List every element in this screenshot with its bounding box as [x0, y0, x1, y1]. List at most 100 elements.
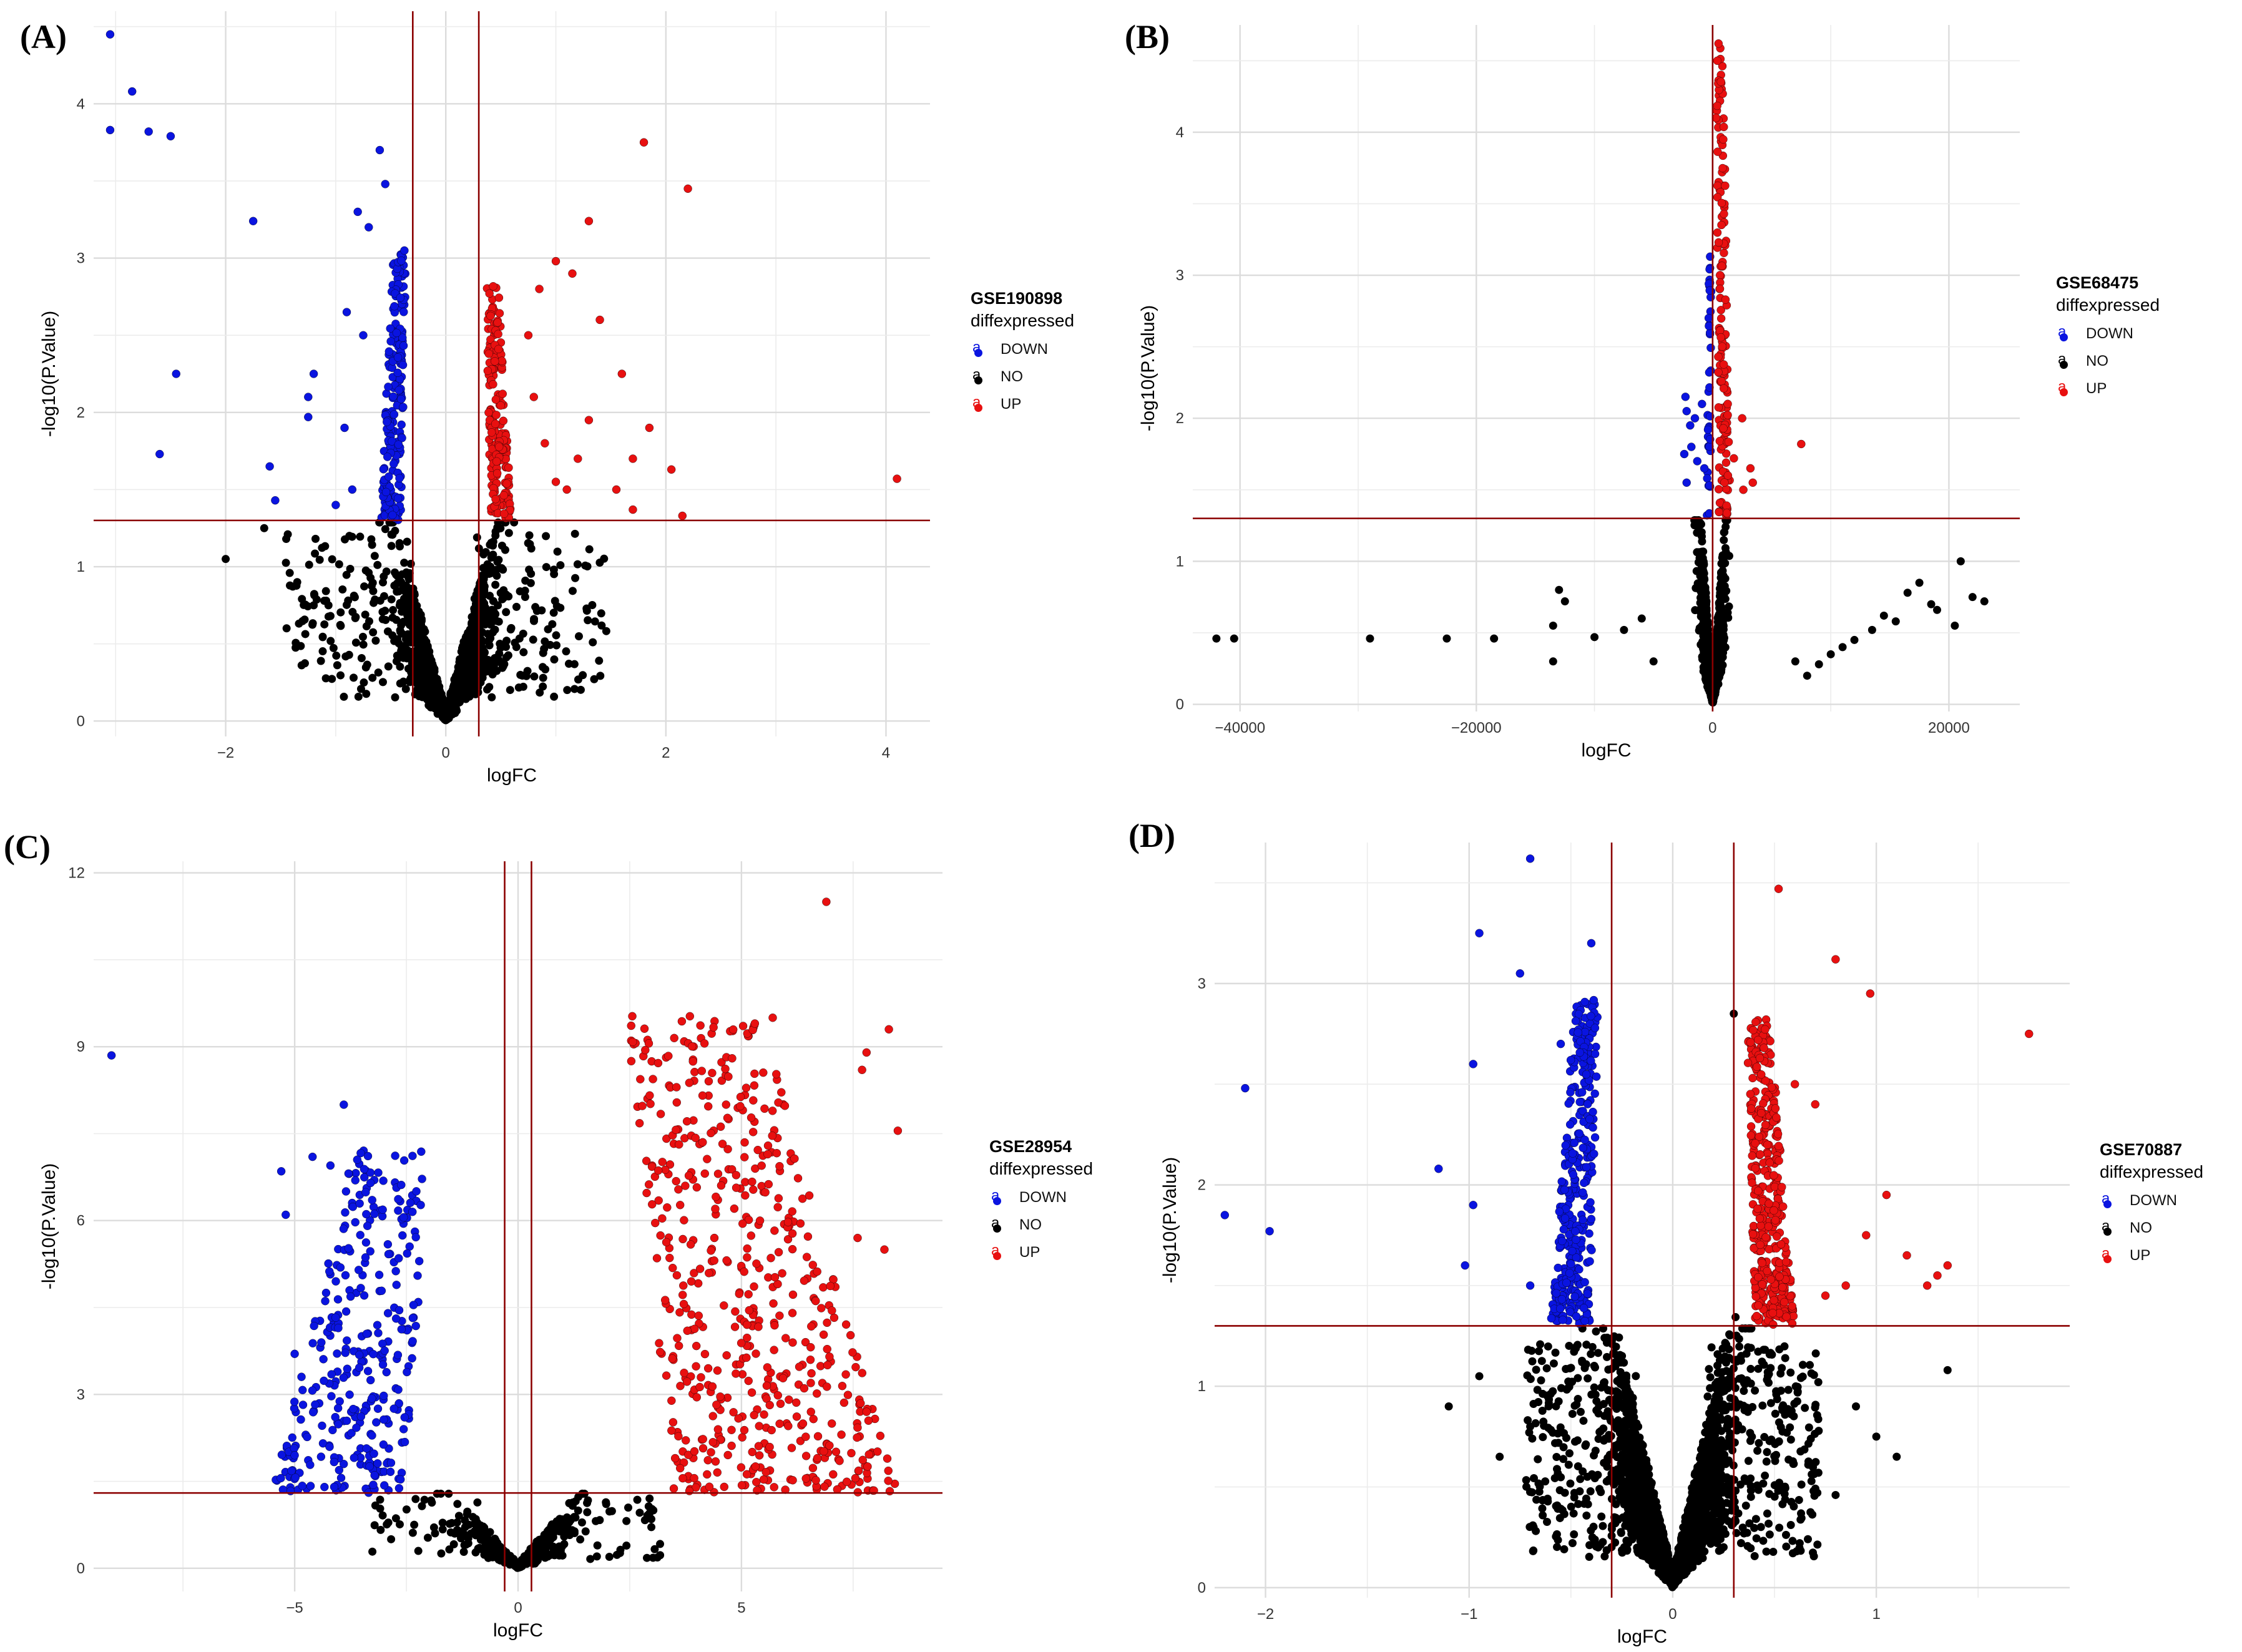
point-up	[686, 1240, 695, 1249]
point-down	[398, 1231, 407, 1240]
point-no	[479, 1522, 487, 1531]
point-no	[649, 1553, 657, 1562]
point-down	[379, 1176, 388, 1185]
point-up	[690, 1269, 698, 1278]
point-no	[457, 1534, 466, 1543]
x-tick-label: 0	[442, 745, 450, 761]
point-no	[549, 609, 558, 617]
point-no	[379, 578, 388, 587]
point-no	[1933, 605, 1941, 614]
point-down	[356, 1284, 365, 1293]
point-no	[486, 614, 495, 623]
point-no	[461, 675, 470, 684]
point-down	[379, 1391, 388, 1400]
point-down	[1698, 399, 1706, 408]
point-down	[344, 1169, 353, 1178]
point-up	[502, 479, 511, 488]
point-no	[282, 624, 291, 633]
point-no	[367, 535, 376, 544]
point-down	[316, 1452, 326, 1461]
point-down	[397, 420, 406, 429]
point-up	[690, 1474, 698, 1483]
legend-key-down-icon: a	[971, 339, 987, 358]
point-down	[392, 328, 401, 338]
point-up	[678, 1291, 687, 1299]
y-tick-label: 0	[1176, 696, 1184, 713]
point-down	[393, 368, 402, 378]
point-no	[336, 620, 345, 629]
point-no	[497, 541, 506, 550]
point-no	[350, 593, 359, 602]
point-down	[287, 1466, 296, 1475]
point-no	[529, 635, 537, 644]
point-no	[342, 570, 351, 579]
point-no	[1713, 669, 1722, 678]
point-no	[510, 1560, 519, 1568]
point-down	[318, 1439, 328, 1448]
point-down	[334, 1420, 343, 1429]
point-up	[801, 1452, 811, 1460]
point-no	[368, 1547, 377, 1556]
point-no	[402, 599, 411, 607]
point-up	[629, 454, 637, 463]
point-no	[529, 617, 538, 625]
point-down	[144, 127, 153, 136]
point-up	[642, 1156, 651, 1165]
point-no	[424, 647, 433, 656]
point-no	[379, 592, 388, 600]
point-up	[1718, 164, 1727, 173]
point-no	[546, 640, 554, 649]
point-no	[463, 1510, 471, 1518]
point-no	[523, 667, 532, 675]
point-up	[486, 335, 495, 344]
point-no	[499, 565, 507, 574]
y-tick-label: 2	[77, 404, 85, 421]
point-down	[373, 1404, 383, 1413]
point-no	[297, 661, 306, 670]
point-no	[1720, 528, 1728, 537]
point-up	[710, 1233, 719, 1243]
point-no	[588, 600, 597, 609]
point-no	[460, 662, 469, 670]
point-down	[399, 1156, 409, 1165]
legend-subtitle: diffexpressed	[2056, 295, 2160, 315]
point-no	[488, 670, 497, 679]
point-down	[128, 87, 137, 96]
point-down	[328, 1425, 337, 1435]
point-no	[326, 637, 335, 645]
point-no	[1814, 660, 1823, 668]
point-up	[1723, 509, 1731, 517]
point-no	[438, 1525, 447, 1533]
point-down	[298, 1386, 307, 1394]
point-up	[674, 1185, 683, 1194]
point-no	[494, 555, 503, 564]
point-up	[535, 285, 544, 293]
point-no	[1700, 560, 1708, 569]
point-down	[408, 1314, 418, 1322]
point-no	[647, 1523, 656, 1532]
point-down	[380, 1481, 389, 1490]
point-no	[487, 693, 496, 701]
point-down	[304, 393, 313, 401]
point-no	[461, 685, 470, 693]
point-up	[841, 1370, 850, 1379]
point-no	[328, 675, 336, 683]
point-down	[331, 1313, 340, 1322]
point-down	[330, 1457, 339, 1467]
point-down	[1705, 265, 1714, 274]
point-no	[371, 637, 380, 645]
point-no	[525, 531, 534, 540]
point-up	[807, 1369, 816, 1378]
point-down	[331, 1412, 340, 1422]
point-up	[1738, 414, 1746, 423]
point-up	[769, 1299, 778, 1308]
point-no	[519, 648, 528, 657]
point-up	[504, 463, 513, 472]
point-no	[496, 640, 504, 648]
point-down	[348, 1203, 358, 1211]
point-down	[396, 293, 405, 302]
volcano-plot-b: −40000 −20000 0 2000001234logFC-log10(P.Val…	[1138, 25, 2020, 761]
point-no	[395, 1520, 404, 1528]
point-no	[506, 686, 514, 695]
point-no	[359, 640, 368, 649]
